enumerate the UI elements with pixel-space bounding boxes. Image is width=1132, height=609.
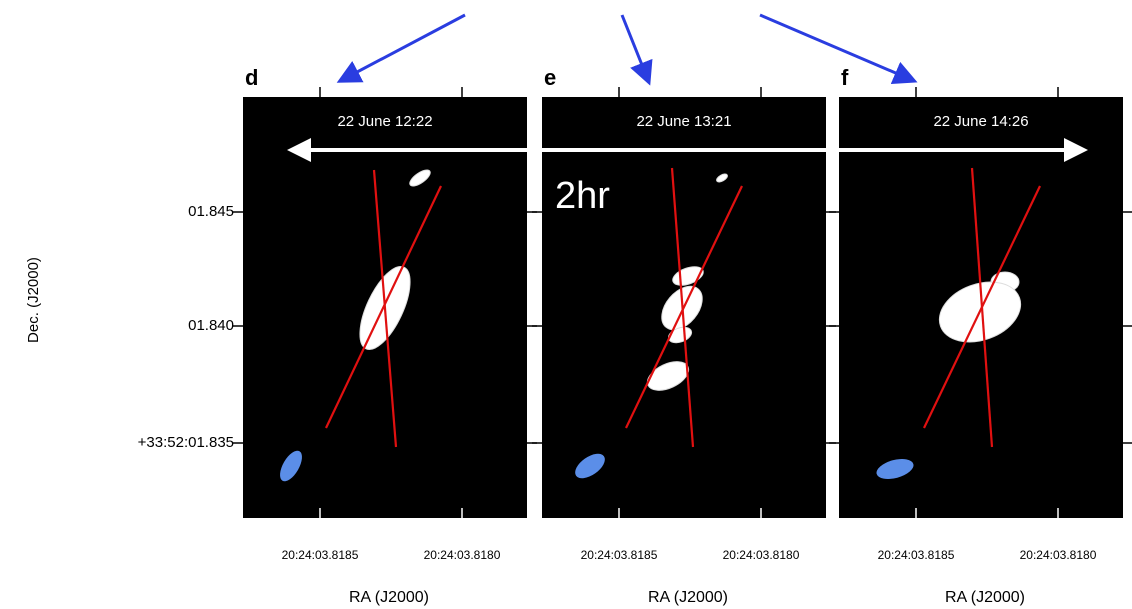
annotation: 2hr	[555, 175, 610, 217]
x-axis-label: RA (J2000)	[648, 589, 728, 606]
x-tick-label: 20:24:03.8180	[424, 548, 501, 562]
x-axis-label: RA (J2000)	[945, 589, 1025, 606]
panel-time: 22 June 14:26	[933, 113, 1028, 130]
y-tick-label: 01.845	[188, 203, 234, 220]
pointer-arrow	[342, 15, 465, 80]
x-tick-label: 20:24:03.8180	[1020, 548, 1097, 562]
y-tick-label: 01.840	[188, 317, 234, 334]
x-axis-label: RA (J2000)	[349, 589, 429, 606]
y-axis-label: Dec. (J2000)	[25, 257, 42, 343]
panel-time: 22 June 12:22	[337, 113, 432, 130]
panel-letter: e	[544, 65, 556, 90]
x-tick-label: 20:24:03.8185	[282, 548, 359, 562]
pointer-arrow	[622, 15, 648, 80]
x-tick-label: 20:24:03.8185	[878, 548, 955, 562]
pointer-arrow	[760, 15, 912, 80]
panel-letter: f	[841, 65, 849, 90]
x-tick-label: 20:24:03.8185	[581, 548, 658, 562]
panel-time: 22 June 13:21	[636, 113, 731, 130]
panel-letter: d	[245, 65, 258, 90]
y-tick-label: +33:52:01.835	[138, 434, 234, 451]
figure: Dec. (J2000) d 22 June 12:22 20:24:03.8185…	[0, 0, 1132, 609]
x-tick-label: 20:24:03.8180	[723, 548, 800, 562]
